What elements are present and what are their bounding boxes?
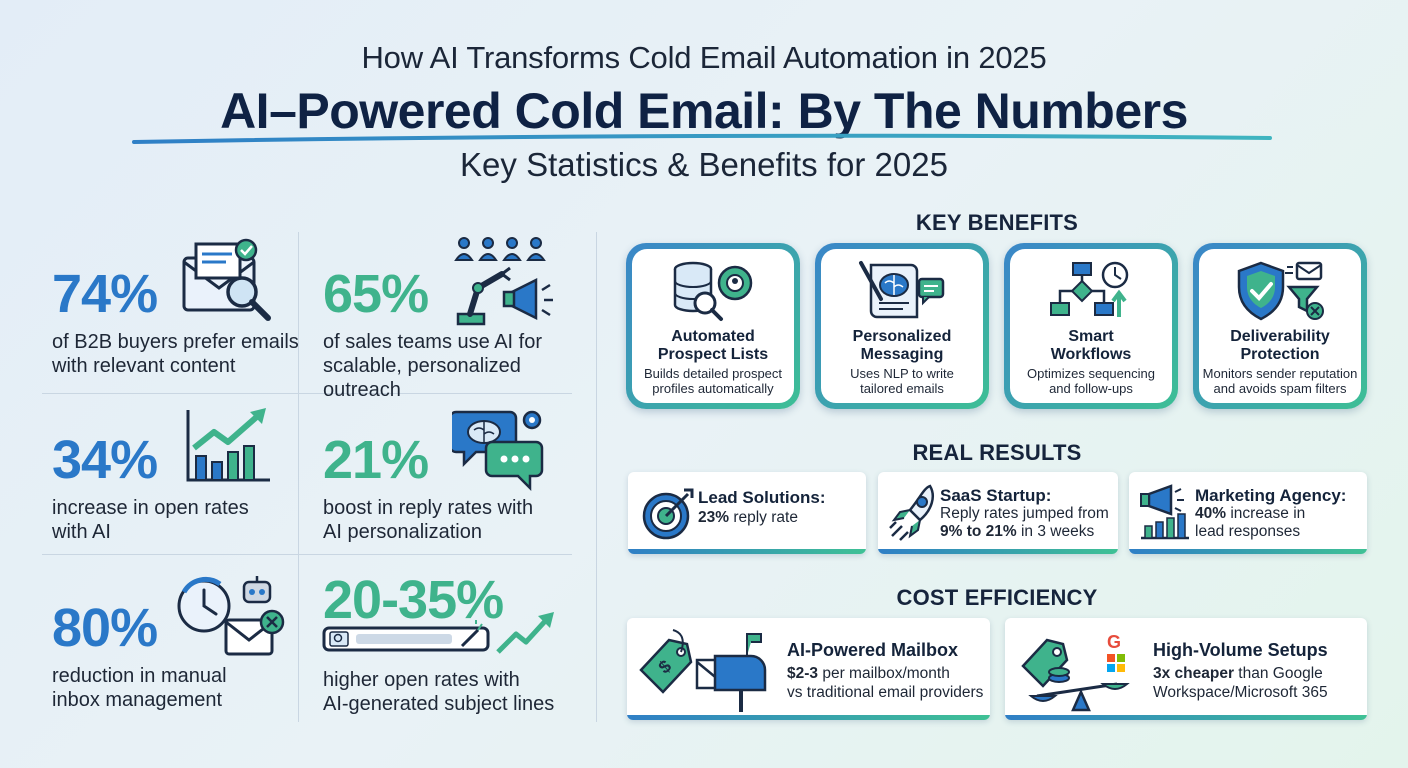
key-benefits-heading: KEY BENEFITS (915, 210, 1079, 235)
stat-card: 74% of B2B buyers prefer emails with rele… (52, 266, 302, 378)
stat-description: of B2B buyers prefer emails with relevant… (52, 331, 299, 377)
stat-value: 20-35% (323, 570, 504, 630)
shield-check-icon (1237, 261, 1324, 321)
stat-card: 80% reduction in manual inbox management (52, 600, 302, 712)
benefit-card: Deliverability Protection Monitors sender… (1193, 243, 1367, 409)
result-description: Reply rates jumped from 9% to 21% in 3 w… (940, 505, 1109, 540)
result-description: 23% reply rate (698, 509, 798, 526)
stats-divider-row2 (42, 554, 572, 555)
benefit-title: Personalized Messaging (852, 328, 952, 363)
megaphone-chart-icon (1140, 484, 1189, 540)
benefit-title: Automated Prospect Lists (657, 328, 769, 363)
benefit-description: Monitors sender reputation and avoids spa… (1202, 366, 1358, 396)
stat-description: higher open rates with AI-generated subje… (323, 669, 555, 715)
price-tag-mailbox-icon: $ (639, 629, 767, 712)
clock-robot-email-icon (177, 576, 285, 656)
result-title: Lead Solutions: (698, 488, 826, 507)
benefit-description: Builds detailed prospect profiles automat… (643, 366, 783, 396)
card-accent-bar (1129, 549, 1367, 554)
result-card: Marketing Agency: 40% increase in lead r… (1129, 472, 1367, 554)
stats-divider-vertical (298, 232, 299, 722)
target-icon (642, 488, 694, 540)
cost-card: $ AI-Powered Mailbox $2-3 per mailbox/mo… (627, 618, 990, 720)
cost-title: High-Volume Setups (1153, 640, 1328, 660)
email-search-icon (182, 238, 271, 321)
stat-value: 34% (52, 430, 158, 490)
stat-value: 21% (323, 430, 429, 490)
card-accent-bar (628, 549, 866, 554)
cost-efficiency-heading: COST EFFICIENCY (896, 585, 1098, 610)
subject-line-search-icon (322, 612, 554, 654)
stat-description: of sales teams use AI for scalable, perso… (323, 331, 542, 401)
result-title: SaaS Startup: (940, 486, 1052, 505)
scale-coins-icon: G (1021, 632, 1130, 712)
card-accent-bar (878, 549, 1118, 554)
stat-card: 34% increase in open rates with AI (52, 432, 302, 544)
real-results-heading: REAL RESULTS (912, 440, 1082, 465)
stat-card: 65% of sales teams use AI for scalable, p… (323, 266, 573, 402)
benefit-description: Optimizes sequencing and follow-ups (1027, 366, 1155, 396)
rocket-icon (889, 484, 934, 541)
page-title: AI–Powered Cold Email: By The Numbers (220, 83, 1188, 139)
workflow-icon (1050, 261, 1129, 317)
stat-description: reduction in manual inbox management (52, 665, 227, 711)
chat-brain-icon (452, 410, 544, 492)
robot-arm-megaphone-icon (454, 237, 553, 326)
result-title: Marketing Agency: (1195, 486, 1347, 505)
stat-value: 65% (323, 264, 429, 324)
stat-description: boost in reply rates with AI personalizat… (323, 497, 534, 543)
cost-description: 3x cheaper than Google Workspace/Microso… (1153, 665, 1328, 701)
stats-divider-row1 (42, 393, 572, 394)
stat-card: 20-35% higher open rates with AI-generate… (323, 572, 593, 716)
benefit-card: Personalized Messaging Uses NLP to write t… (815, 243, 989, 409)
database-search-icon (673, 261, 753, 321)
card-accent-bar (1005, 715, 1367, 720)
cost-card: G High-Volume Setups 3x cheaper than Goo… (1005, 618, 1367, 720)
stat-value: 80% (52, 598, 158, 658)
result-description: 40% increase in lead responses (1195, 505, 1306, 540)
benefit-card: Automated Prospect Lists Builds detailed … (626, 243, 800, 409)
result-card: Lead Solutions: 23% reply rate (628, 472, 866, 554)
cost-title: AI-Powered Mailbox (787, 640, 959, 660)
stat-description: increase in open rates with AI (52, 497, 249, 543)
header-kicker: How AI Transforms Cold Email Automation … (361, 40, 1047, 75)
benefit-card: Smart Workflows Optimizes sequencing and f… (1004, 243, 1178, 409)
result-card: SaaS Startup: Reply rates jumped from 9%… (878, 472, 1118, 554)
benefit-title: Smart Workflows (1050, 328, 1132, 363)
benefit-title: Deliverability Protection (1230, 328, 1330, 363)
bar-chart-growth-icon (186, 408, 270, 482)
benefit-description: Uses NLP to write tailored emails (850, 366, 954, 396)
svg-text:G: G (1107, 632, 1121, 652)
card-accent-bar (627, 715, 990, 720)
page-subtitle: Key Statistics & Benefits for 2025 (460, 146, 948, 183)
stats-divider-right (596, 232, 597, 722)
stat-value: 74% (52, 264, 158, 324)
title-underline (132, 133, 1272, 144)
stat-card: 21% boost in reply rates with AI personal… (323, 432, 573, 544)
brain-document-icon (859, 261, 945, 319)
cost-description: $2-3 per mailbox/month vs traditional em… (787, 665, 984, 701)
